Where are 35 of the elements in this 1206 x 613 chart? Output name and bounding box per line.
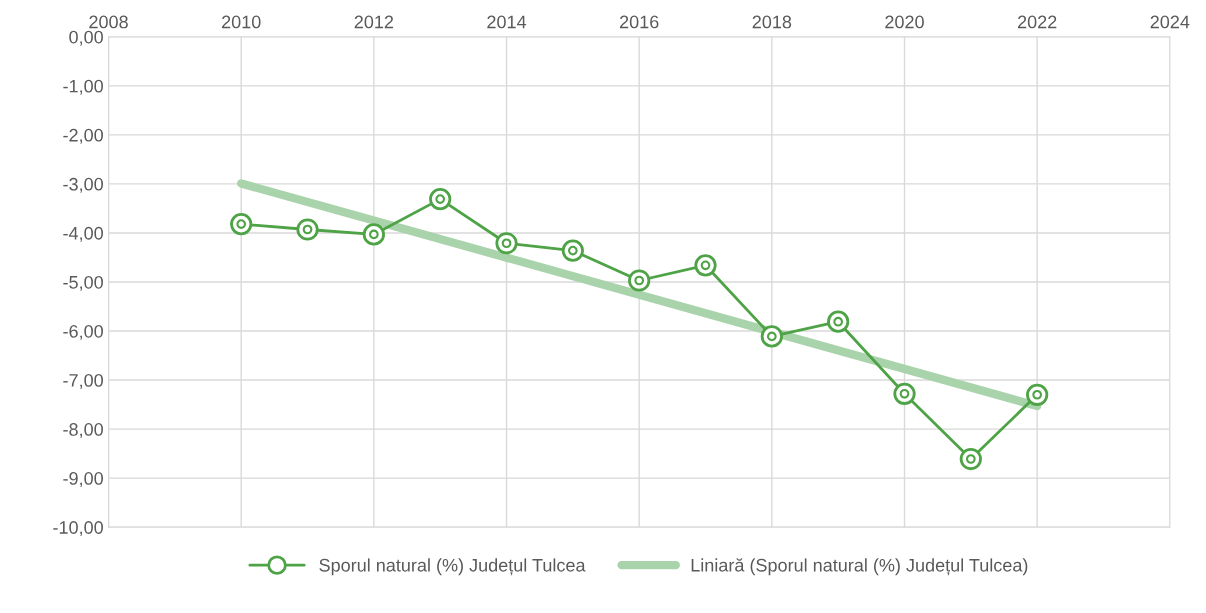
y-tick-label: -6,00 — [63, 324, 103, 340]
y-tick-label: -9,00 — [63, 472, 103, 487]
legend-label: Liniară (Sporul natural (%) Județul Tulcea) — [691, 558, 1028, 576]
point — [230, 213, 253, 236]
x-tick-label: 2024 — [1150, 15, 1190, 29]
x-tick-label: 2018 — [752, 15, 792, 29]
y-tick-label: -5,00 — [63, 275, 103, 291]
legend-label: Sporul natural (%) Județul Tulcea — [319, 558, 586, 576]
point — [1026, 383, 1049, 406]
x-tick-label: 2016 — [620, 15, 659, 29]
x-tick-label: 2008 — [89, 15, 128, 29]
y-tick-label: -3,00 — [63, 177, 103, 193]
point — [959, 447, 982, 471]
point — [760, 325, 783, 348]
x-tick-label: 2020 — [885, 15, 924, 29]
y-tick-label: -1,00 — [63, 79, 103, 95]
point — [628, 269, 651, 292]
point — [429, 187, 452, 211]
point — [561, 239, 584, 262]
point — [495, 232, 518, 255]
y-tick-label: -4,00 — [63, 226, 103, 242]
x-tick-label: 2012 — [354, 15, 394, 29]
y-tick-label: -7,00 — [63, 373, 103, 389]
x-tick-label: 2022 — [1017, 15, 1057, 29]
point — [694, 254, 717, 277]
x-tick-label: 2014 — [487, 15, 527, 29]
point — [827, 310, 850, 333]
point — [362, 223, 385, 246]
y-tick-label: -8,00 — [63, 423, 103, 438]
x-tick-label: 2010 — [222, 15, 261, 29]
y-tick-label: -2,00 — [63, 128, 103, 144]
point — [893, 382, 916, 405]
y-tick-label: -10,00 — [53, 521, 103, 537]
point — [296, 218, 319, 241]
y-tick-label: 0,00 — [69, 30, 103, 46]
